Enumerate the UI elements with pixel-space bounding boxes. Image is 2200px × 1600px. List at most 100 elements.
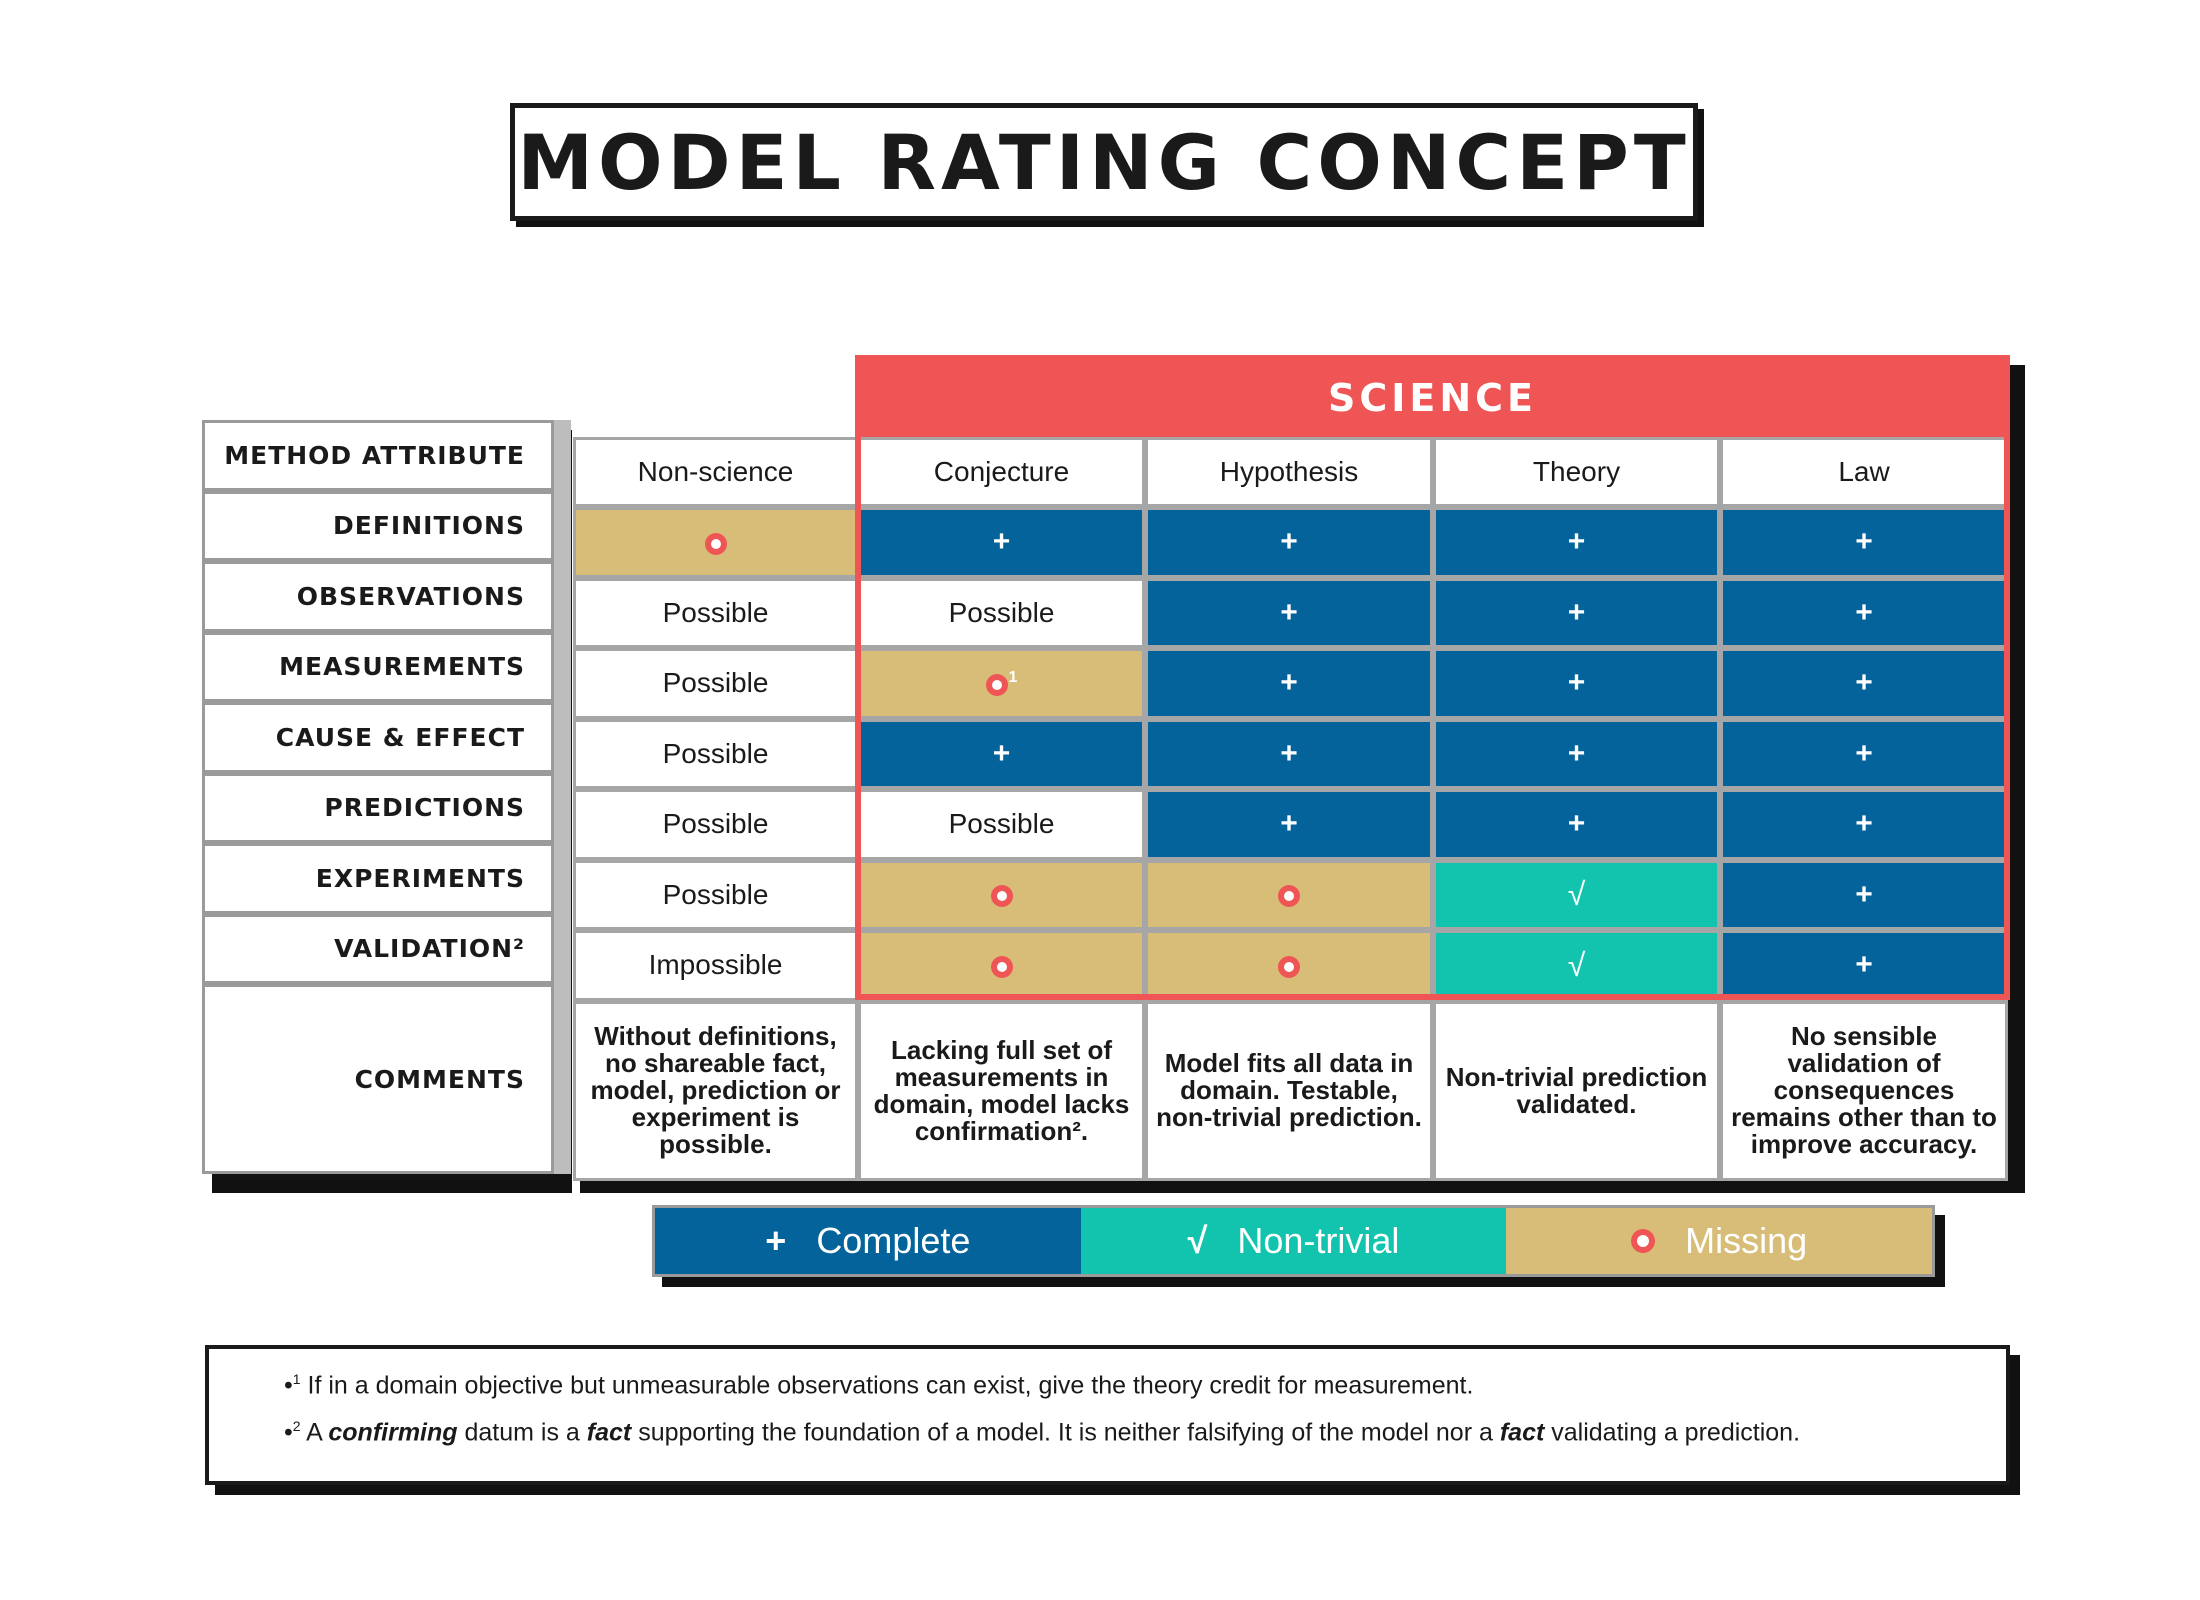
missing-cell: 1 [858,648,1145,719]
complete-cell: + [1145,718,1433,789]
legend-missing: Missing [1506,1208,1933,1274]
missing-marker [704,526,727,558]
footnote-2: •2 A confirming datum is a fact supporti… [284,1418,2006,1447]
plus-icon: + [1855,807,1873,841]
footnotes: •1 If in a domain objective but unmeasur… [205,1345,2010,1485]
check-icon: √ [1567,946,1586,983]
attribute-label: OBSERVATIONS [202,561,554,632]
attribute-label: DEFINITIONS [202,490,554,561]
missing-marker [990,879,1013,911]
legend-complete: + Complete [655,1208,1081,1274]
plus-icon: + [1280,525,1298,559]
legend-nontrivial-label: Non-trivial [1237,1220,1400,1261]
comment-cell: Non-trivial prediction validated. [1433,1000,1720,1181]
complete-cell: + [1433,507,1720,578]
nontrivial-cell: √ [1433,930,1720,1001]
attribute-label: CAUSE & EFFECT [202,702,554,773]
plus-icon: + [992,525,1011,559]
cell-text: Possible [948,596,1055,628]
comment-cell: Lacking full set of measurements in doma… [858,1000,1145,1181]
text-cell: Possible [573,718,858,789]
legend-missing-label: Missing [1685,1220,1808,1261]
comment-text: Lacking full set of measurements in doma… [873,1034,1130,1146]
plus-icon: + [1855,666,1873,700]
plus-icon: + [1855,525,1873,559]
text-cell: Impossible [573,930,858,1001]
missing-dot-icon [990,885,1013,908]
attribute-column-bevel [554,420,571,1174]
column-header: Conjecture [858,437,1145,507]
complete-cell: + [1720,507,2008,578]
bullet: • [284,1371,293,1400]
complete-cell: + [1145,648,1433,719]
footnote-1-text: If in a domain objective but unmeasurabl… [300,1371,1474,1400]
plus-icon: + [765,1220,787,1261]
footnote-2-emphasis: fact [1499,1418,1545,1447]
plus-icon: + [1855,595,1873,629]
legend: + Complete √ Non-trivial Missing [652,1205,1935,1277]
cell-text: Possible [948,808,1055,840]
footnote-2-emphasis: fact [586,1418,632,1447]
text-cell: Possible [573,577,858,648]
plus-icon: + [1855,948,1873,982]
column-header-label: Hypothesis [1219,456,1359,487]
footnote-1: •1 If in a domain objective but unmeasur… [284,1371,2006,1400]
complete-cell: + [1720,859,2008,930]
column-header-label: Non-science [637,456,794,487]
missing-cell [573,507,858,578]
comment-cell: Without definitions, no shareable fact, … [573,1000,858,1181]
legend-complete-label: Complete [816,1220,971,1261]
footnote-2-text: supporting the foundation of a model. It… [631,1418,1500,1447]
nontrivial-cell: √ [1433,859,1720,930]
missing-marker [990,949,1013,981]
plus-icon: + [1280,666,1298,700]
plus-icon: + [1567,595,1586,629]
plus-icon: + [992,736,1011,770]
comment-text: Model fits all data in domain. Testable,… [1156,1048,1422,1132]
complete-cell: + [1145,577,1433,648]
attribute-label: EXPERIMENTS [202,843,554,914]
complete-cell: + [1720,718,2008,789]
check-icon: √ [1567,876,1586,913]
complete-cell: + [858,718,1145,789]
plus-icon: + [1855,877,1873,911]
text-cell: Possible [858,577,1145,648]
attribute-label: METHOD ATTRIBUTE [202,420,554,491]
text-cell: Possible [858,789,1145,860]
column-header: Non-science [573,437,858,507]
plus-icon: + [1567,666,1586,700]
missing-dot-icon [985,673,1008,696]
plus-icon: + [1280,595,1298,629]
comment-text: Without definitions, no shareable fact, … [590,1021,841,1159]
footnote-2-text: datum is a [457,1418,587,1447]
complete-cell: + [1433,718,1720,789]
footnote-2-emphasis: confirming [328,1418,458,1447]
bullet: • [284,1418,293,1447]
footnote-2-text: validating a prediction. [1544,1418,1801,1447]
complete-cell: + [1720,930,2008,1001]
missing-dot-icon [704,532,727,555]
cell-text: Impossible [648,949,783,981]
attribute-label: VALIDATION² [202,913,554,984]
column-header-label: Law [1838,456,1890,487]
complete-cell: + [1433,648,1720,719]
missing-cell [1145,859,1433,930]
complete-cell: + [1145,507,1433,578]
science-label: SCIENCE [1327,375,1537,420]
text-cell: Possible [573,859,858,930]
footnote-2-text: A [300,1418,329,1447]
comment-text: No sensible validation of consequences r… [1731,1021,1997,1159]
plus-icon: + [1567,736,1586,770]
footnote-marker: 1 [1008,668,1018,686]
complete-cell: + [1720,789,2008,860]
missing-cell [1145,930,1433,1001]
plus-icon: + [1567,525,1586,559]
column-header: Theory [1433,437,1720,507]
plus-icon: + [1280,807,1298,841]
plus-icon: + [1567,807,1586,841]
complete-cell: + [1433,789,1720,860]
text-cell: Possible [573,648,858,719]
column-header: Law [1720,437,2008,507]
plus-icon: + [1855,736,1873,770]
cell-text: Possible [662,737,769,769]
